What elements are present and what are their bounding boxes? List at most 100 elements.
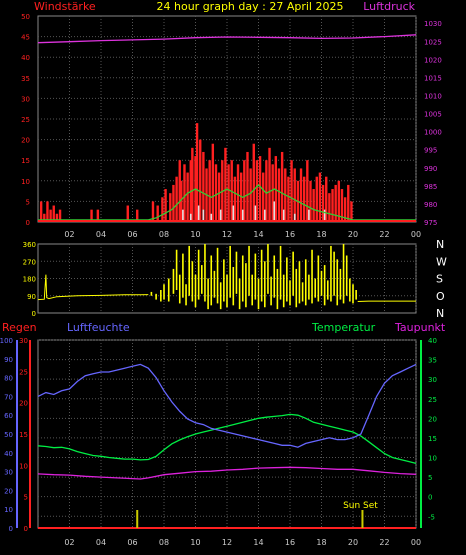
rain-tick-label: 10 — [19, 462, 28, 470]
sunset-label: Sun Set — [343, 501, 378, 511]
wind-bar — [321, 184, 325, 222]
gust-bar — [232, 205, 235, 222]
compass-label: W — [436, 255, 447, 268]
wind-bar — [306, 160, 309, 222]
wind-bar — [199, 139, 202, 222]
wind-bar — [169, 193, 172, 222]
rain-tick-label: 30 — [19, 337, 28, 345]
x-tick-label: 10 — [190, 538, 200, 547]
compass-label: O — [436, 290, 445, 303]
right-tick-label: 990 — [424, 165, 437, 173]
wind-bar — [287, 176, 290, 222]
right-axis-label-pressure: Luftdruck — [363, 0, 415, 13]
pressure-line — [37, 34, 417, 44]
gust-bar — [254, 205, 257, 222]
temperature-tick-label: 10 — [428, 455, 437, 463]
temperature-tick-label: 15 — [428, 435, 437, 443]
direction-tick-label: 90 — [27, 293, 36, 301]
gust-bar — [323, 209, 326, 222]
temperature-line — [37, 413, 417, 465]
x-tick-label: 00 — [411, 538, 421, 547]
wind-bar — [262, 172, 265, 222]
rain-tick-label: 15 — [19, 431, 28, 439]
right-axis-label-temperature: Temperatur — [311, 321, 376, 334]
x-tick-label: 10 — [190, 230, 200, 239]
wind-bar — [214, 164, 218, 222]
humidity-tick-label: 60 — [4, 412, 13, 420]
humidity-tick-label: 70 — [4, 393, 13, 401]
x-tick-label: 16 — [285, 538, 295, 547]
wind-bar — [58, 209, 62, 222]
wind-bar — [208, 160, 211, 222]
temp-humidity-panel: 4035302520151050-51009080706050403020100… — [0, 337, 437, 547]
gust-bar — [273, 201, 276, 222]
wind-bar — [299, 168, 303, 222]
left-axis-label-humidity: Luftfeuchte — [67, 321, 130, 334]
temperature-tick-label: 35 — [428, 357, 437, 365]
humidity-tick-label: 100 — [0, 337, 13, 345]
left-tick-label: 50 — [21, 13, 30, 21]
x-tick-label: 18 — [316, 538, 326, 547]
x-tick-label: 06 — [127, 230, 137, 239]
wind-bar — [55, 213, 59, 222]
x-tick-label: 08 — [159, 538, 169, 547]
humidity-tick-label: 20 — [4, 487, 13, 495]
x-tick-label: 20 — [348, 230, 358, 239]
wind-bar — [271, 164, 274, 222]
rain-tick-label: 25 — [19, 368, 28, 376]
right-tick-label: 1005 — [424, 111, 442, 119]
humidity-tick-label: 90 — [4, 356, 13, 364]
wind-bar — [90, 209, 93, 222]
x-tick-label: 20 — [348, 538, 358, 547]
gust-bar — [308, 209, 310, 222]
compass-label: N — [436, 238, 444, 251]
wind-bar — [302, 176, 306, 222]
wind-bar — [277, 168, 281, 222]
wind-bar — [202, 151, 205, 222]
wind-bar — [172, 184, 175, 222]
right-tick-label: 1000 — [424, 129, 442, 137]
direction-tick-label: 360 — [23, 241, 36, 249]
left-tick-label: 30 — [21, 95, 30, 103]
left-tick-label: 5 — [26, 198, 30, 206]
direction-tick-label: 180 — [23, 276, 36, 284]
wind-pressure-panel: 5045403530252015105010301025102010151010… — [21, 13, 442, 239]
x-tick-label: 12 — [222, 538, 232, 547]
wind-bar — [227, 164, 230, 222]
temperature-tick-label: 20 — [428, 415, 437, 423]
x-tick-label: 02 — [64, 538, 74, 547]
x-tick-label: 02 — [64, 230, 74, 239]
x-tick-label: 06 — [127, 538, 137, 547]
wind-bar — [178, 160, 181, 222]
compass-label: S — [436, 273, 443, 286]
wind-bar — [49, 209, 52, 222]
right-tick-label: 975 — [424, 219, 437, 227]
wind-bar — [334, 184, 337, 222]
wind-bar — [325, 176, 328, 222]
humidity-tick-label: 50 — [4, 431, 13, 439]
wind-bar — [337, 180, 341, 222]
left-tick-label: 15 — [21, 157, 30, 165]
x-tick-label: 14 — [253, 538, 263, 547]
right-tick-label: 980 — [424, 201, 437, 209]
x-tick-label: 16 — [285, 230, 295, 239]
x-tick-label: 22 — [379, 230, 389, 239]
wind-bar — [175, 176, 178, 222]
left-axis-label-rain: Regen — [2, 321, 37, 334]
right-tick-label: 1025 — [424, 38, 442, 46]
wind-bar — [239, 172, 243, 222]
wind-bar — [211, 143, 215, 222]
gust-bar — [210, 213, 213, 222]
x-tick-label: 12 — [222, 230, 232, 239]
temperature-tick-label: 0 — [428, 494, 432, 502]
right-tick-label: 1020 — [424, 56, 442, 64]
gust-bar — [241, 209, 244, 222]
gust-bar — [182, 209, 184, 222]
wind-bar — [243, 160, 246, 222]
wind-bar — [136, 209, 139, 222]
wind-bar — [96, 209, 100, 222]
left-tick-label: 10 — [21, 178, 30, 186]
wind-bar — [126, 205, 129, 222]
wind-bar — [164, 189, 167, 222]
